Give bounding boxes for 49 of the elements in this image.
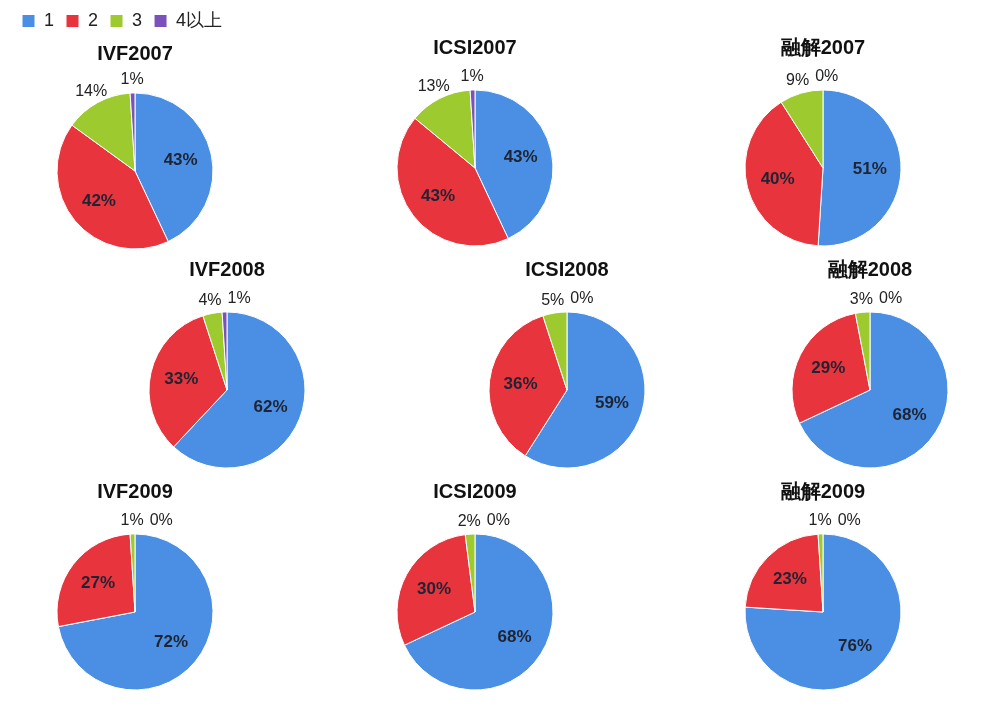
text: 0% — [879, 289, 903, 307]
chart-title: 融解2008 — [827, 257, 913, 280]
data-label: 1% — [227, 289, 251, 307]
data-label: 27% — [81, 573, 116, 592]
legend-label: 1 — [44, 9, 55, 30]
data-label: 42% — [81, 190, 116, 210]
text: 0% — [486, 511, 510, 529]
chart-title: ICSI2007 — [433, 35, 517, 58]
data-label: 43% — [163, 150, 198, 170]
data-label: 43% — [421, 186, 456, 206]
data-label: 1% — [808, 511, 832, 529]
data-label: 40% — [760, 169, 795, 189]
data-label: 14% — [75, 81, 108, 99]
chart-title: IVF2009 — [97, 479, 173, 502]
data-label: 4% — [198, 291, 222, 309]
data-label: 1% — [120, 511, 144, 529]
text: IVF2007 — [97, 41, 173, 64]
text: 0% — [149, 511, 173, 529]
data-label: 36% — [503, 373, 538, 393]
data-label: 1% — [460, 67, 484, 85]
data-label: 33% — [164, 369, 199, 389]
data-label: 9% — [786, 71, 810, 89]
legend-label: 2 — [88, 9, 99, 30]
data-label: 3% — [849, 289, 873, 307]
data-label: 23% — [772, 568, 807, 588]
chart-title: IVF2008 — [189, 257, 265, 280]
text: 0% — [570, 289, 594, 307]
data-label: 43% — [503, 147, 538, 167]
data-label: 2% — [457, 511, 481, 529]
legend-label: 3 — [132, 9, 143, 30]
data-label: 51% — [852, 159, 887, 179]
data-label: 68% — [892, 404, 927, 424]
data-label: 30% — [416, 579, 451, 599]
data-label: 76% — [838, 635, 873, 655]
chart-title: ICSI2009 — [433, 479, 517, 502]
chart-title: 融解2009 — [780, 479, 866, 502]
data-label: 1% — [120, 70, 144, 88]
chart-title: ICSI2008 — [525, 257, 609, 280]
data-label: 72% — [154, 631, 189, 651]
data-label: 5% — [541, 290, 565, 308]
legend-label: 4以上 — [176, 9, 223, 30]
data-label: 13% — [417, 77, 450, 95]
text: 0% — [815, 67, 839, 85]
data-label: 68% — [497, 626, 532, 646]
text: 0% — [837, 511, 861, 529]
data-label: 59% — [594, 392, 629, 412]
data-label: 62% — [253, 396, 288, 416]
data-label: 29% — [811, 358, 846, 378]
chart-title: 融解2007 — [780, 35, 866, 58]
